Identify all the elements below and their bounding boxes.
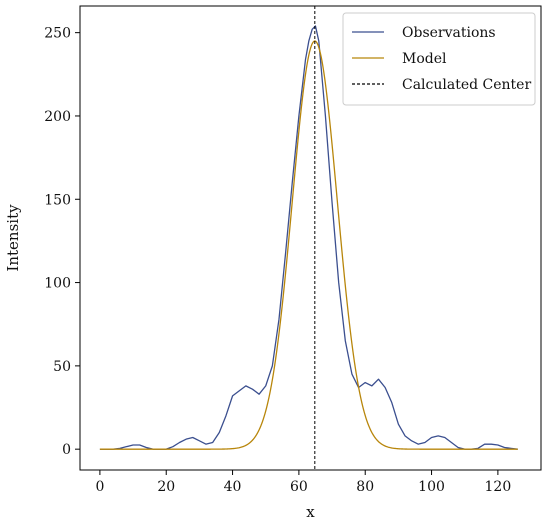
legend-label: Observations	[402, 25, 496, 41]
y-tick-label: 50	[53, 359, 71, 375]
series-line-model	[99, 40, 518, 450]
x-tick-label: 80	[356, 479, 374, 495]
legend: Observations Model Calculated Center	[342, 12, 536, 106]
x-tick-label: 100	[418, 479, 445, 495]
x-tick-label: 60	[290, 479, 308, 495]
axes-frame	[79, 5, 542, 471]
y-axis-label: Intensity	[4, 204, 22, 272]
legend-label: Calculated Center	[402, 77, 531, 93]
legend-box	[342, 12, 536, 106]
legend-label: Model	[402, 51, 447, 67]
x-tick-label: 40	[224, 479, 242, 495]
plot-area	[99, 6, 518, 470]
axes: 0 20 40 60 80 100 120 0 50 100 150 200 250 x Intensity	[4, 5, 542, 521]
y-tick-label: 100	[44, 276, 71, 292]
y-tick-label: 0	[62, 442, 71, 458]
y-tick-label: 250	[44, 26, 71, 42]
x-tick-label: 0	[95, 479, 104, 495]
y-tick-label: 200	[44, 109, 71, 125]
x-tick-label: 20	[157, 479, 175, 495]
x-axis-label: x	[306, 503, 315, 521]
y-tick-label: 150	[44, 192, 71, 208]
x-tick-label: 120	[485, 479, 512, 495]
series-line-observations	[99, 25, 518, 450]
